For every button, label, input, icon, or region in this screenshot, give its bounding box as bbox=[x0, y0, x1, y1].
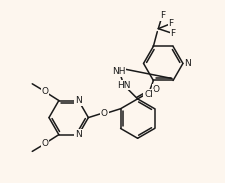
Text: O: O bbox=[101, 109, 108, 118]
Text: O: O bbox=[41, 139, 48, 148]
Text: F: F bbox=[168, 19, 173, 28]
Text: O: O bbox=[41, 87, 48, 96]
Text: F: F bbox=[170, 29, 175, 38]
Text: N: N bbox=[75, 96, 81, 105]
Text: O: O bbox=[152, 85, 159, 94]
Text: N: N bbox=[75, 130, 81, 139]
Text: HN: HN bbox=[117, 81, 130, 90]
Text: NH: NH bbox=[112, 67, 125, 76]
Text: F: F bbox=[159, 11, 164, 20]
Text: Cl: Cl bbox=[143, 90, 152, 99]
Text: N: N bbox=[184, 59, 190, 68]
